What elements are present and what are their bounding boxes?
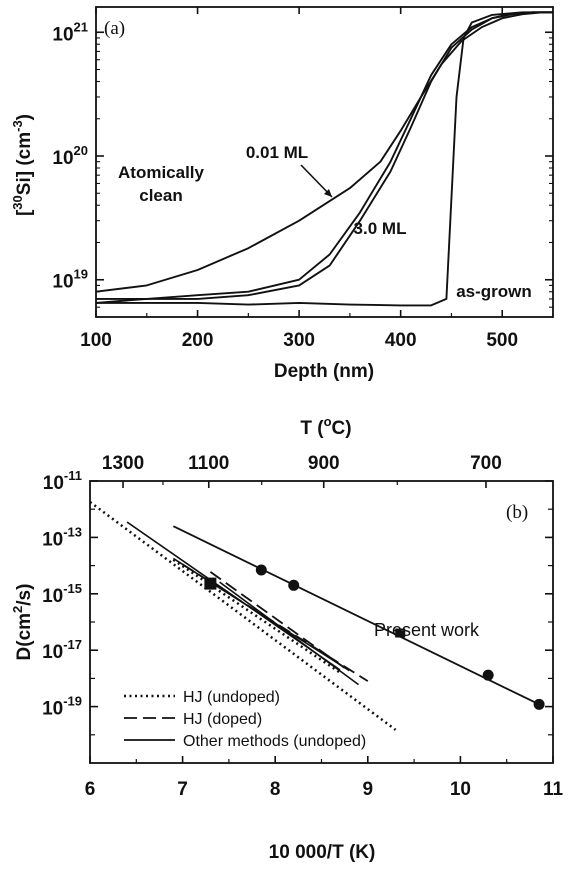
annotation-arrowhead [324, 189, 332, 197]
legend-label-hj-doped: HJ (doped) [183, 711, 262, 728]
y-tick-label: 10-17 [42, 637, 82, 663]
x-tick-label: 500 [486, 330, 518, 351]
panel-b-y-ticks: 10-11 10-13 10-15 10-17 10-19 [42, 468, 553, 736]
annotation-as-grown: as-grown [456, 282, 532, 301]
series-line-as-grown [96, 11, 553, 307]
y-tick-label: 1019 [52, 267, 88, 293]
panel-a: 100 200 300 400 500 1019 1020 1021 (a) Depth (… [10, 6, 554, 382]
panel-a-frame [95, 6, 554, 318]
panel-b-top-axis-label: T (oC) [300, 414, 351, 439]
present-work-point [482, 669, 494, 681]
top-tick-label: 700 [470, 453, 502, 474]
top-tick-label: 1300 [102, 453, 144, 474]
top-tick-label: 1100 [188, 453, 229, 474]
series-line-solid-2 [219, 581, 360, 686]
annotation-0.01-ml: 0.01 ML [246, 143, 308, 162]
panel-a-y-axis-label: [30Si] (cm-3) [10, 114, 35, 216]
panel-a-x-ticks: 100 200 300 400 500 [80, 7, 554, 351]
series-line-solid-1 [172, 557, 350, 672]
panel-b-label: (b) [506, 502, 528, 523]
x-tick-label: 11 [543, 779, 564, 800]
annotation-3.0-ml: 3.0 ML [354, 219, 407, 238]
series-line-dotted-1 [172, 558, 341, 674]
panel-b-frame [89, 480, 554, 764]
y-tick-label: 10-19 [42, 694, 82, 720]
panel-a-label: (a) [104, 18, 125, 39]
x-tick-label: 10 [450, 779, 471, 800]
series-line-dashed-1 [209, 571, 350, 672]
panel-a-x-axis-label: Depth (nm) [274, 361, 374, 382]
present-work-point [255, 564, 267, 576]
x-tick-label: 400 [385, 330, 417, 351]
panel-b-lines [89, 500, 540, 731]
present-work-point [288, 579, 300, 591]
x-tick-label: 200 [182, 330, 214, 351]
panel-a-y-ticks: 1019 1020 1021 [52, 19, 553, 318]
y-tick-label: 1021 [52, 19, 88, 45]
top-tick-label: 900 [308, 453, 340, 474]
x-tick-label: 7 [177, 779, 188, 800]
y-tick-label: 10-15 [42, 581, 82, 607]
panel-b: 6 7 8 9 10 11 1300 1100 900 700 10-1110-1310-151… [10, 414, 563, 863]
series-line-3-0-ml [95, 11, 553, 304]
present-work-point [395, 630, 406, 637]
series-line-atomically-clean [95, 11, 553, 293]
x-tick-label: 9 [363, 779, 374, 800]
panel-b-top-ticks: 1300 1100 900 700 [102, 453, 502, 488]
legend-label-hj-undoped: HJ (undoped) [183, 689, 280, 706]
panel-b-y-axis-label: D(cm2/s) [10, 584, 35, 661]
legend: HJ (undoped) HJ (doped) Other methods (u… [124, 689, 366, 750]
other-method-point [204, 577, 217, 590]
y-tick-label: 10-11 [43, 468, 82, 494]
y-tick-label: 10-13 [42, 524, 82, 550]
present-work-point [533, 698, 545, 710]
y-tick-label: 1020 [52, 143, 88, 169]
legend-label-other-methods: Other methods (undoped) [183, 733, 366, 750]
series-line-0-01-ml [96, 11, 553, 300]
panel-b-x-ticks: 6 7 8 9 10 11 [85, 756, 564, 800]
panel-b-x-axis-label: 10 000/T (K) [269, 842, 376, 863]
annotation-atomically-clean-line1: Atomically [118, 163, 205, 182]
present-work-fit-line [172, 525, 540, 706]
annotation-present-work: Present work [374, 620, 480, 640]
x-tick-label: 6 [85, 779, 96, 800]
x-tick-label: 300 [283, 330, 315, 351]
x-tick-label: 8 [270, 779, 281, 800]
x-tick-label: 100 [80, 330, 112, 351]
annotation-atomically-clean-line2: clean [139, 186, 182, 205]
panel-a-series [95, 11, 553, 307]
panel-b-points [204, 564, 545, 710]
